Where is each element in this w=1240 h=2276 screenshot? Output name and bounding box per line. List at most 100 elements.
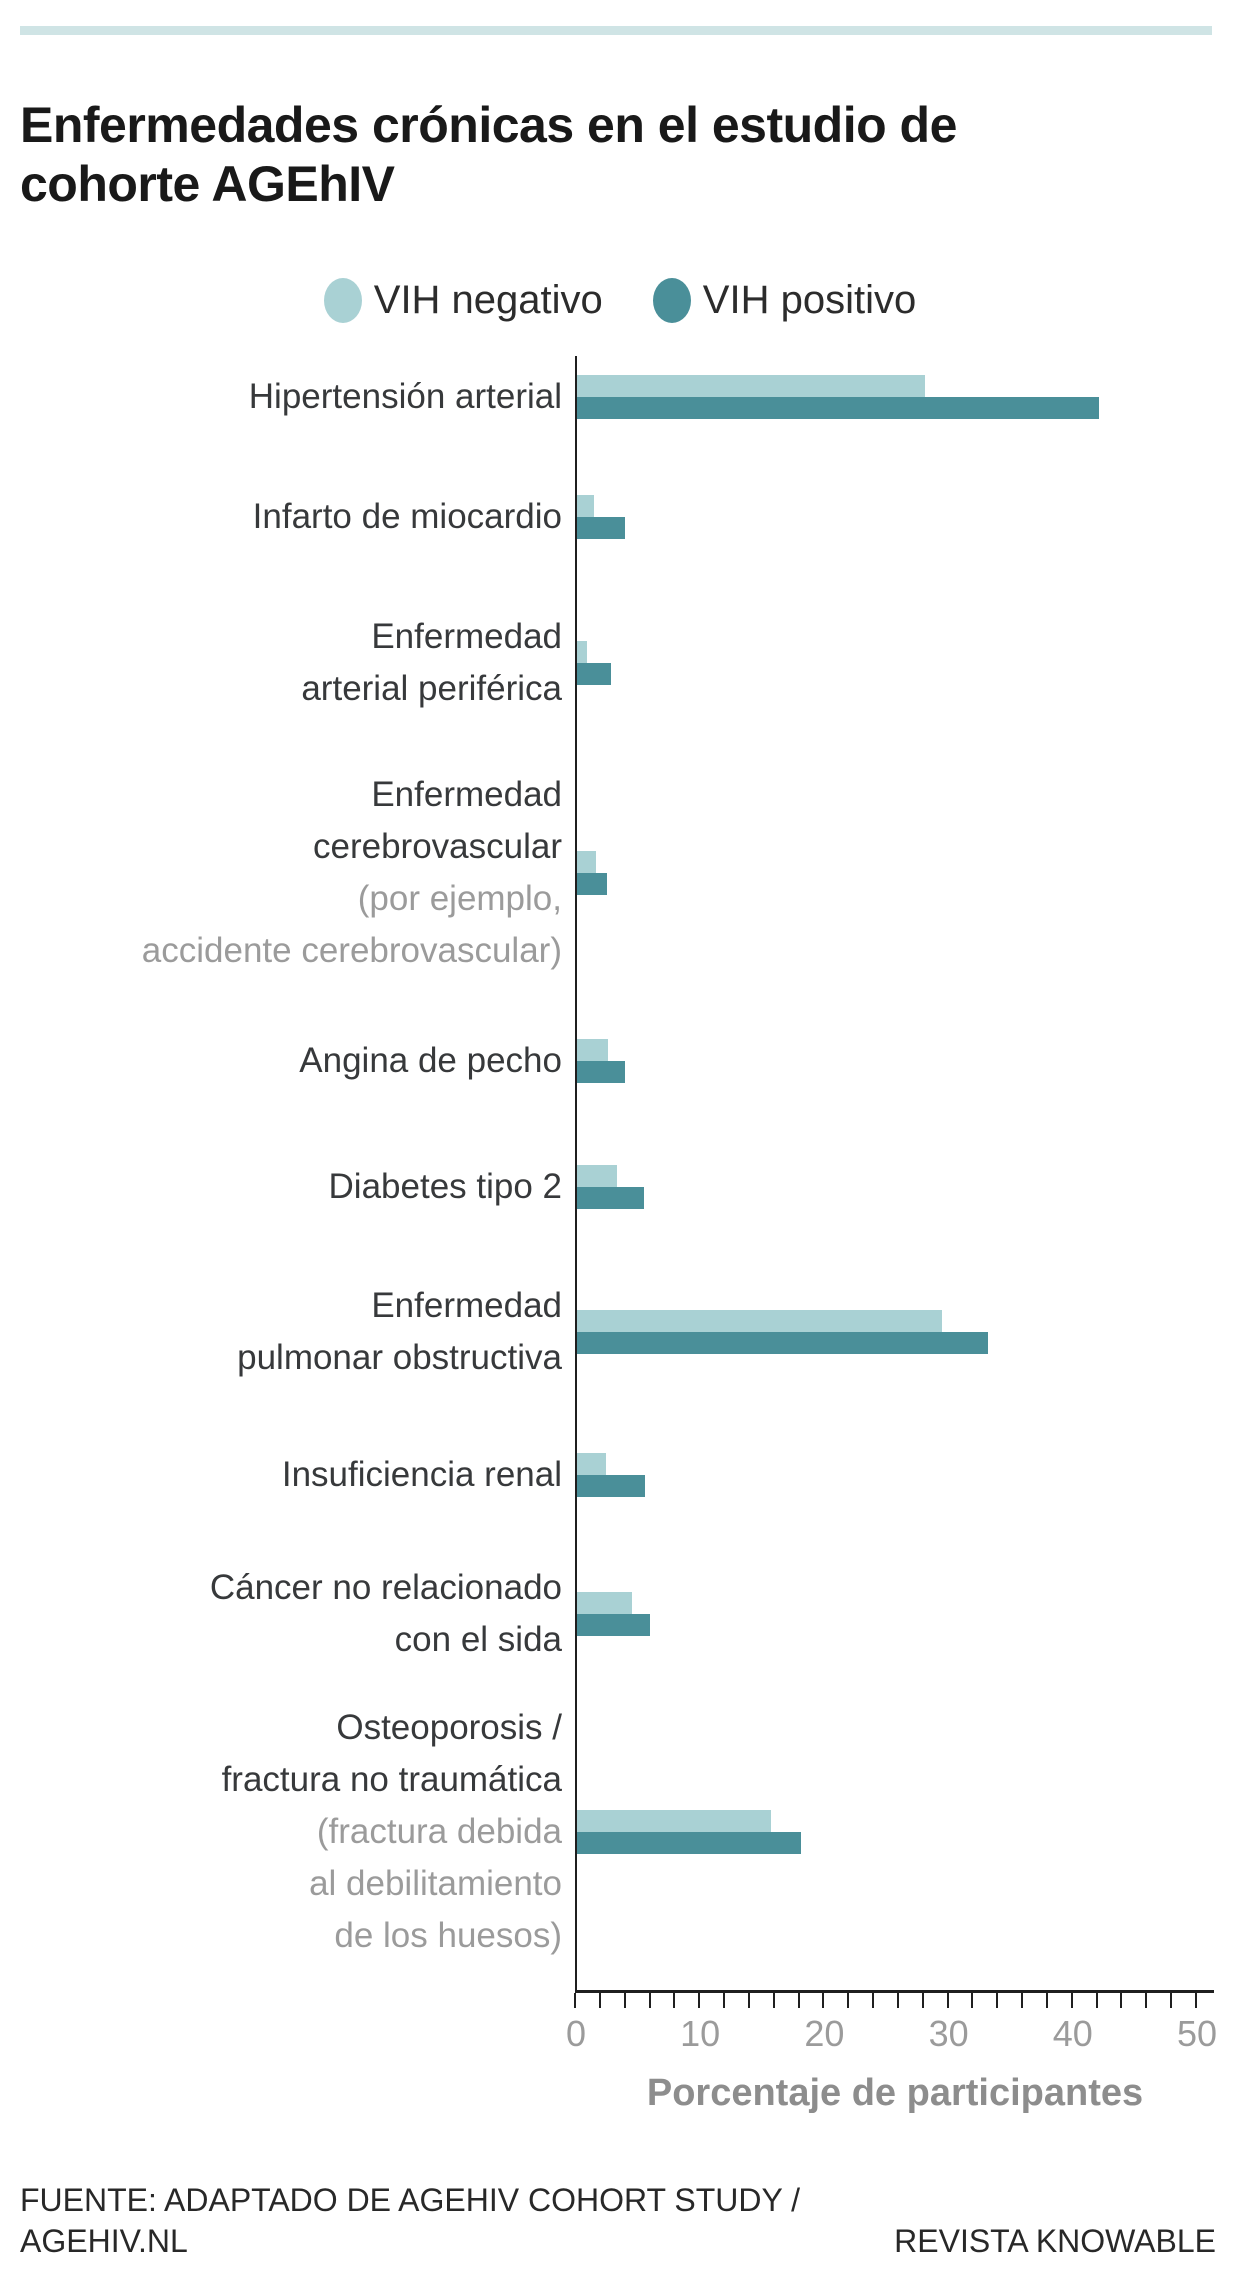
bar-pair <box>577 1310 989 1354</box>
category-label-line: Insuficiencia renal <box>281 1455 562 1494</box>
axis-tick <box>921 1993 924 2008</box>
axis-tick <box>971 1993 974 2008</box>
y-axis-line <box>575 356 577 1993</box>
x-tick-label: 20 <box>804 2013 845 2054</box>
category-label: Hipertensión arterial <box>249 371 562 423</box>
category-label-line: Enfermedad <box>371 775 562 814</box>
bar-vih-positivo <box>577 517 626 539</box>
bar-vih-negativo <box>577 495 595 517</box>
axis-tick <box>747 1993 750 2008</box>
bar-pair <box>577 495 626 539</box>
bar-vih-positivo <box>577 1061 626 1083</box>
category-label-line: Osteoporosis / <box>336 1708 562 1747</box>
category-label-line: Infarto de miocardio <box>252 497 562 536</box>
axis-tick <box>996 1993 999 2008</box>
legend-item-vih-positivo: VIH positivo <box>652 277 917 323</box>
x-tick-label: 30 <box>928 2013 969 2054</box>
bar-vih-negativo <box>577 375 925 397</box>
category-label-line: Diabetes tipo 2 <box>328 1167 562 1206</box>
footer-source-line2: AGEHIV.NL <box>20 2223 188 2259</box>
category-label: Enfermedad arterial periférica <box>301 611 562 715</box>
axis-tick <box>574 1993 576 2008</box>
legend: VIH negativo VIH positivo <box>0 272 1240 328</box>
footer-source-line1: FUENTE: ADAPTADO DE AGEHIV COHORT STUDY … <box>20 2182 800 2218</box>
category-label: Infarto de miocardio <box>253 491 562 543</box>
axis-tick <box>946 1993 949 2008</box>
axis-tick <box>1070 1993 1073 2008</box>
category-label-line: (por ejemplo, <box>357 879 562 918</box>
bar-vih-positivo <box>577 1475 646 1497</box>
axis-tick <box>1170 1993 1173 2008</box>
axis-tick <box>896 1993 899 2008</box>
bar-pair <box>577 1592 651 1636</box>
category-label-line: Cáncer no relacionado <box>209 1568 562 1607</box>
legend-dot-vih-negativo-icon <box>323 277 362 323</box>
bar-pair <box>577 641 611 685</box>
category-label-line: pulmonar obstructiva <box>237 1338 562 1377</box>
axis-tick <box>772 1993 775 2008</box>
category-label-line: Angina de pecho <box>299 1041 562 1080</box>
bar-vih-negativo <box>577 1592 632 1614</box>
category-label-line: fractura no traumática <box>221 1760 562 1799</box>
bar-vih-positivo <box>577 1187 645 1209</box>
bar-vih-positivo <box>577 1332 989 1354</box>
category-label: Enfermedad pulmonar obstructiva <box>237 1280 562 1384</box>
axis-tick <box>723 1993 726 2008</box>
axis-tick <box>847 1993 850 2008</box>
axis-tick <box>797 1993 800 2008</box>
category-label-line: con el sida <box>394 1620 562 1659</box>
category-label-line: al debilitamiento <box>309 1864 562 1903</box>
axis-tick <box>598 1993 601 2008</box>
legend-label-vih-positivo: VIH positivo <box>702 277 917 322</box>
legend-label-vih-negativo: VIH negativo <box>373 277 603 322</box>
category-label-line: accidente cerebrovascular) <box>141 931 562 970</box>
category-label-line: arterial periférica <box>301 669 562 708</box>
bar-vih-positivo <box>577 873 607 895</box>
x-tick-label: 40 <box>1052 2013 1093 2054</box>
x-axis-line <box>575 1990 1214 1993</box>
category-label-line: (fractura debida <box>316 1812 562 1851</box>
axis-tick <box>648 1993 651 2008</box>
axis-tick <box>1195 1993 1197 2008</box>
bar-vih-negativo <box>577 641 587 663</box>
category-label: Insuficiencia renal <box>282 1449 562 1501</box>
bar-pair <box>577 375 1099 419</box>
axis-tick <box>673 1993 676 2008</box>
category-label-line: Enfermedad <box>371 617 562 656</box>
category-label-line: cerebrovascular <box>313 827 562 866</box>
x-tick-label: 0 <box>565 2013 587 2054</box>
page-title: Enfermedades crónicas en el estudio de c… <box>20 96 957 212</box>
legend-item-vih-negativo: VIH negativo <box>323 277 603 323</box>
category-label: Osteoporosis / fractura no traumática (fra… <box>222 1702 562 1962</box>
bar-pair <box>577 1165 645 1209</box>
axis-tick <box>623 1993 626 2008</box>
bar-vih-positivo <box>577 1614 651 1636</box>
bar-vih-positivo <box>577 663 611 685</box>
legend-dot-vih-positivo-icon <box>652 277 691 323</box>
x-axis-title: Porcentaje de participantes <box>646 2072 1144 2114</box>
axis-tick <box>822 1993 825 2008</box>
bar-vih-positivo <box>577 1832 801 1854</box>
axis-tick <box>1095 1993 1098 2008</box>
bar-pair <box>577 1039 626 1083</box>
category-label-line: Hipertensión arterial <box>248 377 562 416</box>
axis-tick <box>872 1993 875 2008</box>
axis-tick <box>1145 1993 1148 2008</box>
category-label: Enfermedad cerebrovascular (por ejemplo, ac… <box>142 769 562 977</box>
axis-tick <box>1045 1993 1048 2008</box>
category-label-line: Enfermedad <box>371 1286 562 1325</box>
bar-vih-negativo <box>577 1453 606 1475</box>
top-accent-rule <box>20 26 1212 35</box>
category-label-line: de los huesos) <box>334 1916 562 1955</box>
bar-pair <box>577 1810 801 1854</box>
axis-tick <box>698 1993 701 2008</box>
x-tick-label: 50 <box>1176 2013 1218 2054</box>
footer-credit: REVISTA KNOWABLE <box>894 2223 1216 2259</box>
bar-vih-negativo <box>577 1039 609 1061</box>
bar-vih-negativo <box>577 1310 943 1332</box>
category-label: Angina de pecho <box>299 1035 562 1087</box>
bar-vih-positivo <box>577 397 1099 419</box>
bar-pair <box>577 1453 646 1497</box>
bar-vih-negativo <box>577 1810 771 1832</box>
